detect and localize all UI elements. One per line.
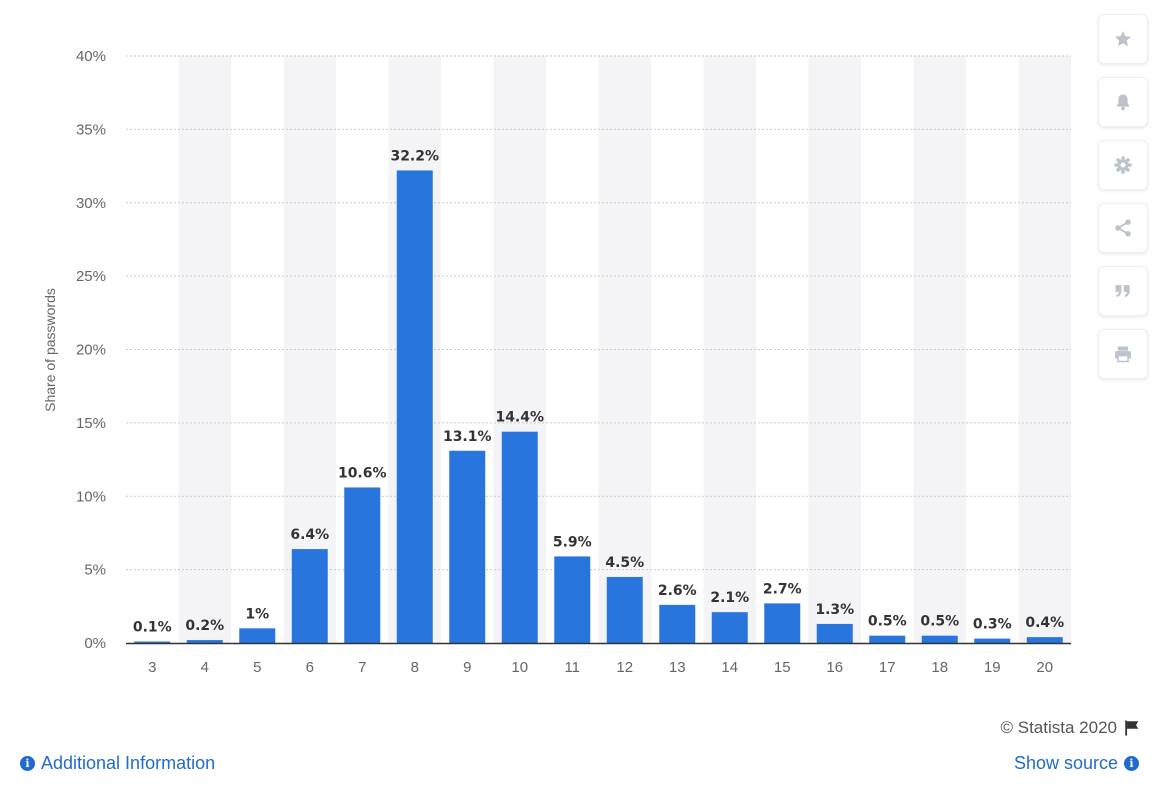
bar[interactable] — [186, 640, 223, 643]
share-button[interactable] — [1098, 203, 1148, 253]
bar[interactable] — [1026, 637, 1063, 643]
bell-icon — [1116, 94, 1130, 111]
data-labels: 0.1% 0.2% 1% 6.4% 10.6% 32.2% 13.1%14.4% 5.9% 4.… — [133, 148, 1064, 635]
bar[interactable] — [659, 604, 696, 643]
y-axis-ticks: 0% 5% 10% 15% 20% 25% 30% 35% 40% — [76, 48, 106, 652]
y-tick-label: 25% — [76, 268, 106, 285]
bar[interactable] — [396, 170, 433, 643]
favorite-button[interactable] — [1098, 14, 1148, 64]
settings-button[interactable] — [1098, 140, 1148, 190]
cite-button[interactable] — [1098, 266, 1148, 316]
y-tick-label: 30% — [76, 195, 106, 212]
data-label: 0.5% — [920, 614, 959, 630]
x-tick-label: 3 — [148, 659, 156, 676]
data-label: 2.6% — [658, 583, 697, 599]
x-tick-label: 7 — [358, 659, 366, 676]
data-label: 1.3% — [815, 602, 854, 618]
x-tick-label: 15 — [774, 659, 791, 676]
show-source-label: Show source — [1013, 753, 1118, 773]
x-tick-label: 20 — [1036, 659, 1053, 676]
y-tick-label: 20% — [76, 342, 106, 359]
data-label: 2.1% — [710, 590, 749, 606]
x-tick-label: 16 — [826, 659, 843, 676]
data-label: 0.2% — [185, 618, 224, 634]
show-source-link[interactable]: Show source i — [1014, 753, 1139, 774]
print-button[interactable] — [1098, 329, 1148, 379]
x-tick-label: 8 — [411, 659, 419, 676]
data-label: 6.4% — [290, 527, 329, 543]
x-tick-label: 4 — [201, 659, 209, 676]
x-tick-label: 6 — [306, 659, 314, 676]
x-tick-label: 9 — [463, 659, 471, 676]
copyright-text: © Statista 2020 — [1000, 718, 1118, 737]
y-tick-label: 15% — [76, 415, 106, 432]
bar-chart: 0% 5% 10% 15% 20% 25% 30% 35% 40% 0.1% 0.2% 1% 6.4%… — [42, 48, 1071, 676]
data-label: 4.5% — [605, 555, 644, 571]
bar[interactable] — [501, 431, 538, 643]
x-tick-label: 12 — [616, 659, 633, 676]
y-tick-label: 40% — [76, 48, 106, 65]
x-tick-label: 14 — [721, 659, 738, 676]
y-tick-label: 10% — [76, 488, 106, 505]
flag-icon[interactable] — [1123, 719, 1141, 737]
x-tick-label: 10 — [511, 659, 528, 676]
data-label: 0.3% — [973, 617, 1012, 633]
bar[interactable] — [239, 628, 276, 643]
bar[interactable] — [921, 635, 958, 643]
data-label: 10.6% — [338, 465, 387, 481]
bar[interactable] — [816, 623, 853, 643]
data-label: 0.5% — [868, 614, 907, 630]
star-icon — [1115, 31, 1131, 47]
bar[interactable] — [711, 612, 748, 643]
bar[interactable] — [134, 641, 171, 643]
x-tick-label: 18 — [931, 659, 948, 676]
data-label: 13.1% — [443, 429, 492, 445]
data-label: 14.4% — [495, 410, 544, 426]
data-label: 0.4% — [1025, 615, 1064, 631]
bar[interactable] — [974, 638, 1011, 643]
print-icon — [1115, 346, 1131, 363]
chart-toolbar — [1098, 14, 1150, 392]
bar[interactable] — [449, 450, 486, 643]
info-icon: i — [20, 756, 35, 771]
bar[interactable] — [869, 635, 906, 643]
bar[interactable] — [764, 603, 801, 643]
bar[interactable] — [606, 576, 643, 643]
x-axis-ticks: 3 4 5 6 7 8 9 10 11 12 13 14 15 16 17 18 19 20 — [148, 659, 1053, 676]
additional-information-label: Additional Information — [41, 753, 216, 773]
notification-button[interactable] — [1098, 77, 1148, 127]
additional-information-link[interactable]: i Additional Information — [20, 753, 215, 774]
x-tick-label: 5 — [253, 659, 261, 676]
bars — [134, 170, 1063, 643]
data-label: 0.1% — [133, 620, 172, 636]
info-icon: i — [1124, 756, 1139, 771]
bar[interactable] — [554, 556, 591, 643]
bar[interactable] — [291, 549, 328, 643]
copyright-notice[interactable]: © Statista 2020 — [1001, 718, 1142, 738]
y-tick-label: 5% — [84, 562, 106, 579]
x-tick-label: 11 — [564, 659, 580, 676]
x-tick-label: 17 — [879, 659, 896, 676]
y-tick-label: 35% — [76, 121, 106, 138]
x-tick-label: 13 — [669, 659, 686, 676]
grid-lines — [126, 55, 1071, 571]
gear-icon — [1114, 156, 1132, 174]
y-tick-label: 0% — [84, 635, 106, 652]
x-tick-label: 19 — [984, 659, 1001, 676]
data-label: 5.9% — [553, 534, 592, 550]
data-label: 2.7% — [763, 581, 802, 597]
y-axis-title: Share of passwords — [42, 288, 58, 412]
data-label: 32.2% — [390, 148, 439, 164]
share-icon — [1115, 219, 1131, 237]
quote-icon — [1115, 285, 1130, 297]
data-label: 1% — [245, 606, 269, 622]
bar[interactable] — [344, 487, 381, 643]
